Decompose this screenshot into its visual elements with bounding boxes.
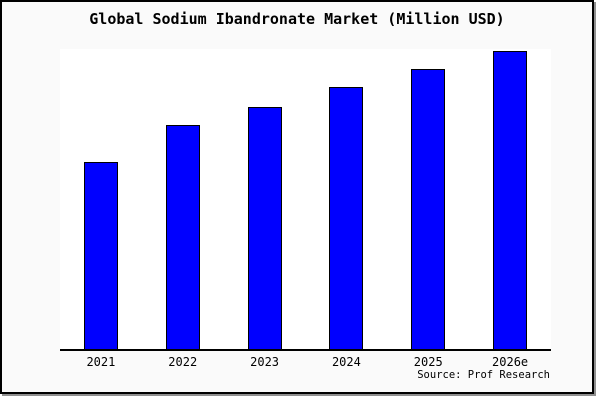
source-credit: Source: Prof Research bbox=[417, 369, 550, 381]
bar-2024 bbox=[329, 87, 364, 349]
bar-2026e bbox=[493, 51, 528, 349]
chart-frame: Global Sodium Ibandronate Market (Millio… bbox=[0, 0, 594, 394]
bar-2021 bbox=[83, 162, 118, 349]
x-tick-label-2025: 2025 bbox=[413, 355, 443, 369]
x-tick-label-2026e: 2026e bbox=[492, 355, 529, 369]
x-axis-line bbox=[60, 349, 551, 351]
chart-title: Global Sodium Ibandronate Market (Millio… bbox=[89, 10, 505, 28]
x-tick-label-2021: 2021 bbox=[86, 355, 116, 369]
plot-area bbox=[60, 49, 551, 351]
x-tick-label-2023: 2023 bbox=[250, 355, 280, 369]
x-tick-label-2024: 2024 bbox=[331, 355, 361, 369]
x-tick-label-2022: 2022 bbox=[168, 355, 198, 369]
bar-2022 bbox=[165, 124, 200, 349]
x-axis-labels: 2021 2022 2023 2024 2025 2026e bbox=[60, 355, 551, 371]
bar-2025 bbox=[411, 69, 446, 349]
bar-2023 bbox=[247, 106, 282, 349]
